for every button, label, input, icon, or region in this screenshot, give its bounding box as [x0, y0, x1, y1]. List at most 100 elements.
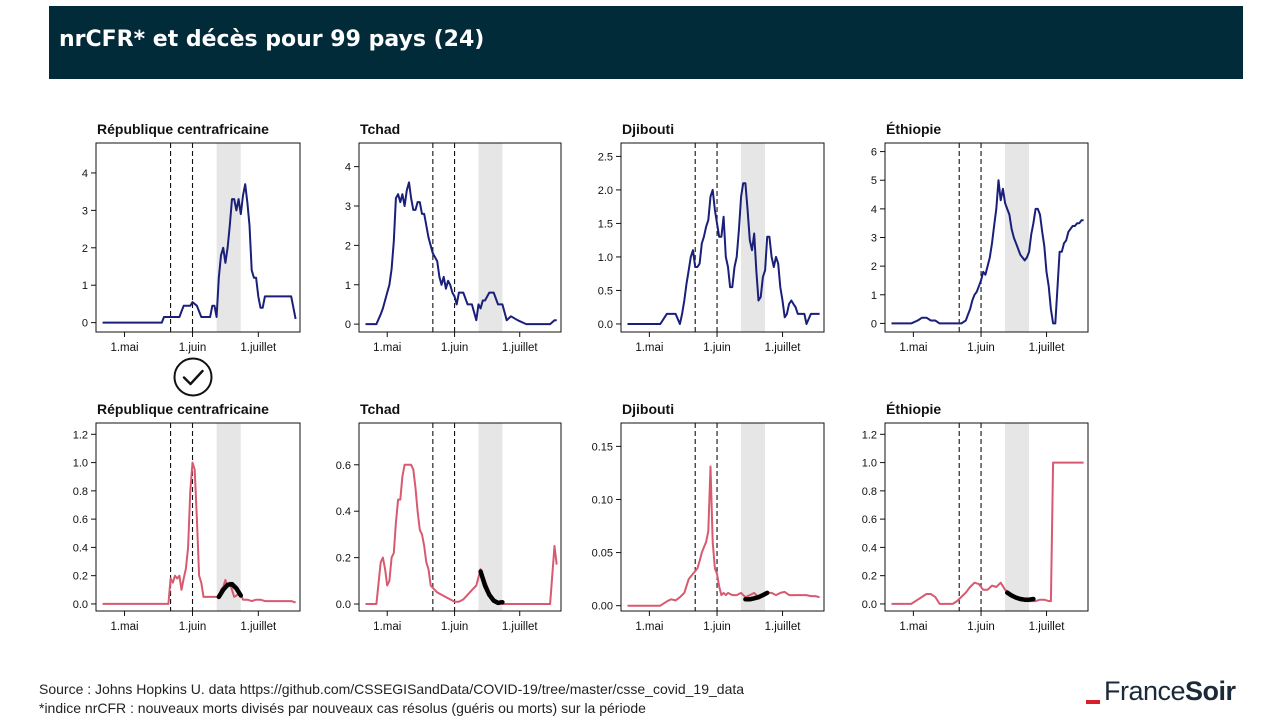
x-tick-label: 1.mai	[373, 621, 401, 633]
x-tick-label: 1.mai	[110, 621, 138, 633]
y-tick-label: 0.05	[592, 548, 613, 560]
plot-frame	[95, 422, 301, 612]
shaded-period	[741, 423, 766, 611]
y-tick-label: 0.0	[73, 599, 88, 611]
y-tick-label: 2	[871, 261, 877, 273]
y-tick-label: 0	[345, 319, 351, 331]
y-tick-label: 3	[871, 233, 877, 245]
chart-panel-1: République centrafricaine 0 1 2 3 4 1.mai 1.jui…	[82, 121, 301, 354]
y-tick-label: 0.6	[336, 460, 351, 472]
chart-panel-3: Djibouti 0.0 0.5 1.0 1.5 2.0 2.5 1.mai 1.juin 1.j…	[598, 121, 825, 354]
plot-frame	[95, 142, 301, 333]
series-line	[102, 461, 296, 605]
y-tick-label: 1.0	[598, 252, 613, 264]
y-tick-label: 0.15	[592, 441, 613, 453]
trend-line	[216, 581, 244, 600]
x-tick-label: 1.juillet	[1029, 342, 1066, 354]
x-tick-label: 1.mai	[635, 342, 663, 354]
logo-text: FranceSoir	[1104, 676, 1236, 706]
y-tick-label: 0.0	[862, 599, 877, 611]
x-tick-label: 1.juillet	[240, 621, 277, 633]
chart-panel-5: République centrafricaine 0.0 0.2 0.4 0.6 0.8…	[73, 401, 301, 633]
y-tick-label: 1.0	[862, 458, 877, 470]
y-tick-label: 1.5	[598, 218, 613, 230]
y-tick-label: 0.4	[73, 542, 88, 554]
y-tick-label: 2.5	[598, 151, 613, 163]
x-tick-label: 1.mai	[373, 342, 401, 354]
x-tick-label: 1.juin	[441, 621, 469, 633]
x-tick-label: 1.mai	[635, 621, 663, 633]
series-line	[365, 181, 557, 326]
y-tick-label: 0	[82, 318, 88, 330]
shaded-period	[478, 423, 503, 611]
x-tick-label: 1.juin	[703, 621, 731, 633]
chart-panel-8: Éthiopie 0.0 0.2 0.4 0.6 0.8 1.0 1.2 1.mai 1.juin…	[862, 401, 1089, 633]
y-tick-label: 3	[345, 201, 351, 213]
footer-note: *indice nrCFR : nouveaux morts divisés p…	[39, 700, 646, 716]
chart-title: Djibouti	[622, 401, 674, 417]
check-circle-icon	[173, 357, 213, 397]
y-tick-label: 1.2	[73, 429, 88, 441]
x-tick-label: 1.juillet	[502, 342, 539, 354]
plot-frame	[620, 142, 825, 333]
chart-title: République centrafricaine	[97, 121, 269, 137]
series-line	[102, 183, 297, 324]
x-tick-label: 1.juillet	[765, 621, 802, 633]
x-tick-label: 1.juin	[967, 342, 995, 354]
page-title: nrCFR* et décès pour 99 pays (24)	[59, 27, 485, 52]
y-tick-label: 0.4	[336, 506, 351, 518]
plot-frame	[884, 142, 1089, 333]
y-tick-label: 0.0	[336, 599, 351, 611]
y-tick-label: 0.4	[862, 542, 877, 554]
y-tick-label: 2	[345, 240, 351, 252]
plot-frame	[358, 422, 562, 612]
plot-frame	[620, 422, 825, 612]
y-tick-label: 1.0	[73, 458, 88, 470]
x-tick-label: 1.juillet	[240, 342, 277, 354]
x-tick-label: 1.juin	[441, 342, 469, 354]
x-tick-label: 1.mai	[110, 342, 138, 354]
chart-title: République centrafricaine	[97, 401, 269, 417]
footer-source: Source : Johns Hopkins U. data https://g…	[39, 681, 745, 697]
y-tick-label: 5	[871, 175, 877, 187]
chart-panel-6: Tchad 0.0 0.2 0.4 0.6 1.mai 1.juin 1.juillet	[336, 401, 562, 633]
y-tick-label: 3	[82, 205, 88, 217]
y-tick-label: 2.0	[598, 185, 613, 197]
trend-line	[743, 590, 770, 602]
series-line	[627, 182, 820, 325]
y-tick-label: 1	[82, 280, 88, 292]
chart-title: Djibouti	[622, 121, 674, 137]
logo-accent-bar	[1086, 700, 1100, 704]
chart-panel-7: Djibouti 0.00 0.05 0.10 0.15 1.mai 1.juin 1.jui…	[592, 401, 825, 633]
x-tick-label: 1.juin	[703, 342, 731, 354]
y-tick-label: 4	[82, 168, 88, 180]
y-tick-label: 0.10	[592, 494, 613, 506]
x-tick-label: 1.juillet	[1029, 621, 1066, 633]
x-tick-label: 1.juin	[179, 621, 207, 633]
chart-panel-4: Éthiopie 0 1 2 3 4 5 6 1.mai 1.juin 1.juillet	[871, 121, 1089, 354]
y-tick-label: 0	[871, 318, 877, 330]
y-tick-label: 1.2	[862, 429, 877, 441]
series-line	[891, 179, 1084, 325]
x-tick-label: 1.juillet	[502, 621, 539, 633]
x-tick-label: 1.mai	[899, 621, 927, 633]
y-tick-label: 4	[871, 204, 877, 216]
y-tick-label: 1	[871, 290, 877, 302]
y-tick-label: 0.0	[598, 319, 613, 331]
shaded-period	[478, 143, 503, 332]
y-tick-label: 0.2	[336, 553, 351, 565]
trend-line	[1004, 590, 1036, 602]
plot-frame	[358, 142, 562, 333]
shaded-period	[1005, 143, 1030, 332]
series-line	[365, 463, 558, 605]
x-tick-label: 1.juillet	[765, 342, 802, 354]
trend-line	[478, 569, 505, 606]
series-line	[627, 465, 820, 607]
shaded-period	[216, 423, 241, 611]
y-tick-label: 0.6	[73, 514, 88, 526]
chart-title: Tchad	[360, 121, 400, 137]
y-tick-label: 0.2	[862, 571, 877, 583]
y-tick-label: 0.2	[73, 571, 88, 583]
x-tick-label: 1.juin	[179, 342, 207, 354]
